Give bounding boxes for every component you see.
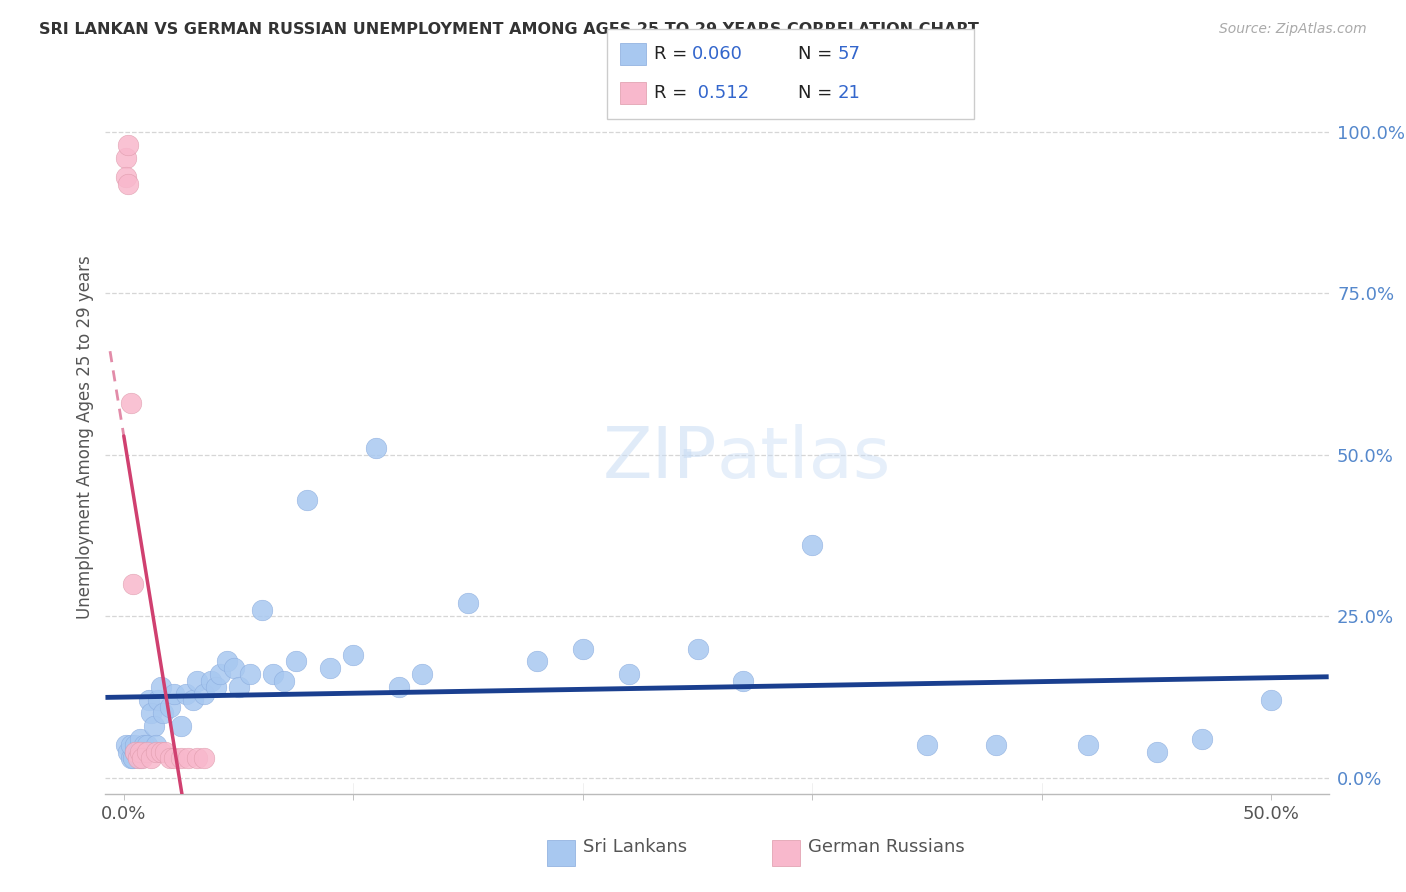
Point xyxy=(411,667,433,681)
Point xyxy=(239,667,262,681)
Text: ZIP: ZIP xyxy=(603,424,717,493)
Point xyxy=(122,751,145,765)
Point xyxy=(342,648,364,662)
Point xyxy=(572,641,595,656)
Point xyxy=(200,673,222,688)
Point xyxy=(733,673,755,688)
Point xyxy=(127,751,149,765)
Point xyxy=(1146,745,1168,759)
Point xyxy=(915,739,938,753)
Text: N =: N = xyxy=(797,84,838,102)
Text: 0.512: 0.512 xyxy=(692,84,749,102)
Point xyxy=(120,751,142,765)
FancyBboxPatch shape xyxy=(772,840,800,865)
Text: R =: R = xyxy=(654,84,693,102)
Point xyxy=(163,751,186,765)
Point xyxy=(115,739,138,753)
Point xyxy=(273,673,295,688)
Point xyxy=(457,596,479,610)
Text: atlas: atlas xyxy=(717,424,891,493)
Point xyxy=(135,745,157,759)
Point xyxy=(159,699,181,714)
Point xyxy=(134,739,156,753)
Point xyxy=(262,667,284,681)
Point xyxy=(142,719,165,733)
Point xyxy=(801,538,824,552)
Point xyxy=(141,706,163,721)
Point xyxy=(120,739,142,753)
Point xyxy=(319,661,342,675)
Point xyxy=(128,745,150,759)
Point xyxy=(388,681,411,695)
Text: German Russians: German Russians xyxy=(808,838,965,856)
Text: Sri Lankans: Sri Lankans xyxy=(583,838,688,856)
Point xyxy=(127,745,149,759)
Text: 57: 57 xyxy=(838,45,860,63)
Text: SRI LANKAN VS GERMAN RUSSIAN UNEMPLOYMENT AMONG AGES 25 TO 29 YEARS CORRELATION : SRI LANKAN VS GERMAN RUSSIAN UNEMPLOYMEN… xyxy=(39,22,979,37)
Point xyxy=(149,681,172,695)
Point xyxy=(115,170,138,185)
Point xyxy=(124,739,146,753)
Point xyxy=(984,739,1007,753)
Point xyxy=(131,745,153,759)
Point xyxy=(617,667,640,681)
Text: 21: 21 xyxy=(838,84,860,102)
Point xyxy=(174,687,197,701)
Point xyxy=(117,137,139,152)
Point xyxy=(117,177,139,191)
Point xyxy=(186,673,208,688)
Point xyxy=(128,751,150,765)
Point xyxy=(177,751,200,765)
Point xyxy=(153,745,176,759)
Point xyxy=(366,442,388,456)
Point xyxy=(128,731,150,746)
Text: Source: ZipAtlas.com: Source: ZipAtlas.com xyxy=(1219,22,1367,37)
Point xyxy=(204,681,226,695)
Point xyxy=(686,641,709,656)
Point xyxy=(228,681,250,695)
FancyBboxPatch shape xyxy=(620,82,647,103)
Point xyxy=(217,655,239,669)
Point xyxy=(1191,731,1213,746)
Point xyxy=(222,661,245,675)
Point xyxy=(284,655,307,669)
Text: 0.060: 0.060 xyxy=(692,45,742,63)
Text: R =: R = xyxy=(654,45,693,63)
Point xyxy=(124,745,146,759)
Point xyxy=(145,745,167,759)
Point xyxy=(117,745,139,759)
Point xyxy=(152,706,174,721)
Point xyxy=(186,751,208,765)
Point xyxy=(170,751,193,765)
Point xyxy=(120,396,142,410)
Point xyxy=(159,751,181,765)
Y-axis label: Unemployment Among Ages 25 to 29 years: Unemployment Among Ages 25 to 29 years xyxy=(76,255,94,619)
Point xyxy=(163,687,186,701)
Point xyxy=(526,655,548,669)
Text: N =: N = xyxy=(797,45,838,63)
Point xyxy=(193,687,215,701)
Point xyxy=(138,693,160,707)
Point xyxy=(1260,693,1282,707)
Point xyxy=(149,745,172,759)
Point xyxy=(148,693,170,707)
Point xyxy=(193,751,215,765)
Point xyxy=(145,739,167,753)
Point xyxy=(135,739,157,753)
Point xyxy=(131,751,153,765)
Point xyxy=(209,667,232,681)
FancyBboxPatch shape xyxy=(620,44,647,65)
Point xyxy=(1077,739,1099,753)
Point xyxy=(141,751,163,765)
Point xyxy=(124,745,146,759)
Point xyxy=(181,693,204,707)
Point xyxy=(115,151,138,165)
Point xyxy=(297,493,319,508)
Point xyxy=(250,603,273,617)
Point xyxy=(170,719,193,733)
Point xyxy=(122,577,145,591)
FancyBboxPatch shape xyxy=(547,840,575,865)
Text: ·: · xyxy=(676,424,699,493)
